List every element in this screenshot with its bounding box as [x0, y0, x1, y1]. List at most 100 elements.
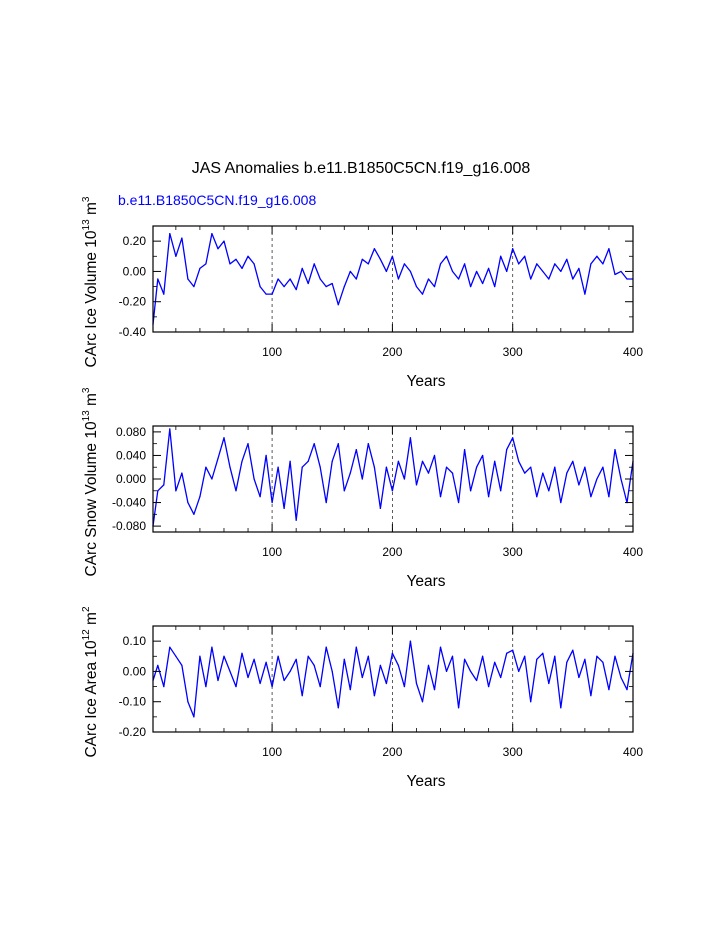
data-point: [277, 278, 279, 280]
data-point: [163, 685, 165, 688]
data-point: [343, 285, 345, 288]
data-point: [548, 490, 550, 492]
data-point: [566, 661, 568, 663]
x-tick-label: 200: [382, 745, 402, 759]
data-point: [403, 478, 406, 480]
data-point: [506, 652, 508, 654]
data-point: [488, 496, 490, 498]
data-point: [602, 263, 604, 265]
x-tick-label: 100: [262, 545, 282, 559]
data-point: [536, 496, 538, 498]
data-point: [548, 682, 550, 685]
y-axis-label: CArc Snow Volume 1013 m3: [81, 387, 100, 576]
data-point: [271, 293, 273, 295]
y-axis-label-main: CArc Ice Area 10: [83, 640, 100, 758]
data-point: [277, 466, 279, 468]
data-point: [530, 278, 532, 280]
data-point: [319, 278, 321, 280]
data-point: [175, 655, 177, 657]
data-point: [391, 652, 393, 654]
data-point: [451, 472, 454, 474]
data-point: [157, 490, 159, 492]
data-point: [409, 437, 412, 439]
y-tick-label: 0.10: [123, 634, 147, 648]
data-point: [494, 661, 496, 663]
data-point: [590, 496, 592, 498]
data-point: [349, 472, 351, 474]
data-point: [439, 646, 442, 648]
data-point: [349, 270, 351, 273]
data-point: [469, 670, 472, 673]
data-point: [415, 682, 418, 685]
data-point: [463, 263, 466, 265]
data-point: [205, 685, 207, 688]
data-point: [247, 443, 249, 445]
data-point: [199, 496, 201, 498]
data-point: [614, 448, 616, 451]
data-point: [343, 490, 345, 492]
data-point: [439, 496, 442, 498]
data-point: [445, 670, 448, 673]
data-point: [620, 478, 622, 480]
data-point: [217, 248, 219, 250]
data-point: [620, 676, 622, 679]
data-point: [590, 263, 592, 265]
data-point: [626, 278, 628, 280]
data-point: [193, 716, 195, 718]
x-tick-label: 100: [262, 745, 282, 759]
data-point: [457, 278, 460, 280]
data-point: [445, 466, 448, 468]
data-point: [247, 676, 249, 679]
y-axis-label-exp: 12: [81, 629, 92, 641]
data-point: [524, 255, 526, 257]
data-point: [361, 258, 363, 260]
data-point: [463, 448, 466, 451]
data-point: [445, 255, 448, 257]
data-point: [608, 248, 610, 250]
y-axis-label: CArc Ice Area 1012 m2: [81, 606, 100, 758]
y-tick-label: -0.20: [119, 725, 147, 739]
data-point: [211, 646, 213, 648]
data-point: [235, 685, 237, 688]
data-point: [253, 658, 255, 660]
data-point: [337, 707, 339, 709]
data-point: [175, 255, 177, 257]
data-point: [367, 263, 369, 265]
data-point: [265, 454, 267, 457]
data-point: [331, 282, 333, 285]
y-axis-label-exp: 13: [81, 219, 92, 231]
data-point: [500, 676, 502, 679]
x-tick-label: 300: [503, 545, 523, 559]
data-point: [355, 278, 357, 280]
y-tick-label: 0.00: [123, 664, 147, 678]
y-axis-label-unit: m: [83, 612, 100, 629]
y-tick-label: -0.10: [119, 695, 147, 709]
data-point: [367, 443, 369, 445]
data-point: [403, 263, 406, 265]
data-point: [163, 293, 165, 295]
data-point: [313, 443, 315, 445]
data-point: [223, 655, 225, 657]
data-point: [313, 263, 315, 265]
y-axis-label-unit: m: [83, 202, 100, 219]
data-point: [524, 472, 526, 474]
data-point: [229, 263, 231, 265]
data-point: [385, 682, 387, 685]
data-point: [494, 285, 496, 288]
data-point: [482, 454, 484, 457]
data-point: [241, 652, 243, 654]
data-point: [229, 466, 231, 468]
data-point: [301, 267, 303, 269]
data-point: [566, 258, 568, 260]
data-point: [235, 490, 237, 492]
data-point: [241, 267, 243, 269]
data-point: [415, 285, 418, 288]
y-axis-label-unit-exp: 2: [81, 606, 92, 612]
data-point: [482, 655, 484, 657]
data-point: [518, 263, 520, 265]
data-point: [283, 285, 285, 288]
y-axis-label-main: CArc Snow Volume 10: [83, 421, 100, 576]
data-point: [313, 664, 315, 666]
data-point: [193, 285, 195, 288]
data-point: [331, 460, 333, 462]
